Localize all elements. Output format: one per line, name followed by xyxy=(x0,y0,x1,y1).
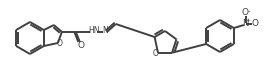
Text: O: O xyxy=(56,40,62,48)
Text: +: + xyxy=(245,18,250,23)
Text: N: N xyxy=(242,20,248,28)
Text: O: O xyxy=(242,8,249,17)
Text: HN: HN xyxy=(88,26,100,35)
Text: O: O xyxy=(77,41,84,50)
Text: N: N xyxy=(102,26,108,35)
Text: O: O xyxy=(153,49,159,58)
Text: -: - xyxy=(248,8,250,14)
Text: O: O xyxy=(252,19,259,28)
